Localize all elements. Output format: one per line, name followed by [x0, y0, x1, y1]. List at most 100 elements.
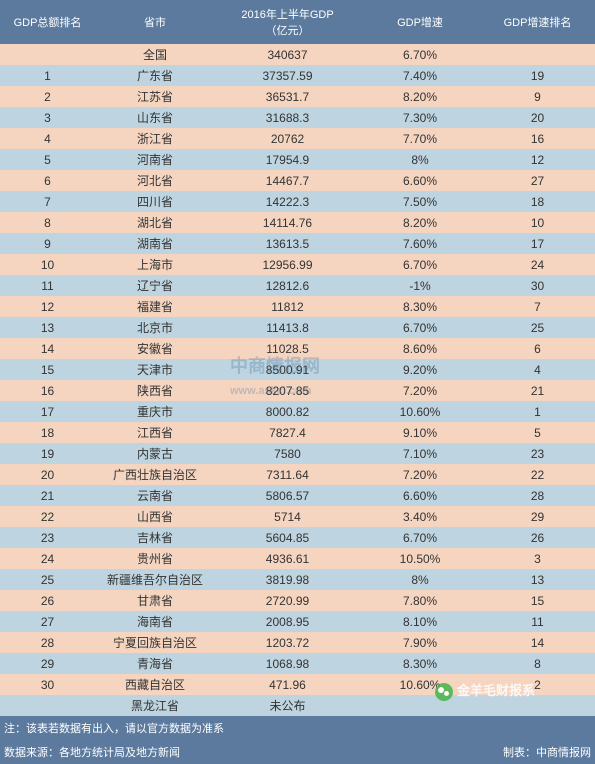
- table-row: 8湖北省14114.768.20%10: [0, 212, 595, 233]
- table-row: 11辽宁省12812.6-1%30: [0, 275, 595, 296]
- cell-growth: 7.20%: [360, 380, 480, 401]
- cell-rank_gdp: 11: [0, 275, 95, 296]
- table-row: 25新疆维吾尔自治区3819.988%13: [0, 569, 595, 590]
- cell-gdp: 11413.8: [215, 317, 360, 338]
- cell-province: 广东省: [95, 65, 215, 86]
- cell-rank_growth: 3: [480, 548, 595, 569]
- cell-province: 天津市: [95, 359, 215, 380]
- cell-rank_growth: 25: [480, 317, 595, 338]
- col-province: 省市: [95, 0, 215, 44]
- wechat-icon: [435, 683, 453, 701]
- cell-gdp: 1068.98: [215, 653, 360, 674]
- cell-rank_gdp: 27: [0, 611, 95, 632]
- table-row: 6河北省14467.76.60%27: [0, 170, 595, 191]
- cell-gdp: 8207.85: [215, 380, 360, 401]
- cell-rank_gdp: 18: [0, 422, 95, 443]
- cell-province: 北京市: [95, 317, 215, 338]
- cell-gdp: 未公布: [215, 695, 360, 716]
- table-row: 19内蒙古75807.10%23: [0, 443, 595, 464]
- table-row: 全国3406376.70%: [0, 44, 595, 65]
- cell-province: 重庆市: [95, 401, 215, 422]
- cell-growth: 10.50%: [360, 548, 480, 569]
- cell-growth: 6.60%: [360, 170, 480, 191]
- cell-rank_gdp: 1: [0, 65, 95, 86]
- cell-rank_growth: 28: [480, 485, 595, 506]
- cell-rank_gdp: 16: [0, 380, 95, 401]
- table-row: 18江西省7827.49.10%5: [0, 422, 595, 443]
- cell-gdp: 14114.76: [215, 212, 360, 233]
- cell-rank_gdp: 2: [0, 86, 95, 107]
- cell-growth: 10.60%: [360, 401, 480, 422]
- cell-province: 新疆维吾尔自治区: [95, 569, 215, 590]
- cell-rank_growth: 12: [480, 149, 595, 170]
- cell-rank_growth: 8: [480, 653, 595, 674]
- table-row: 17重庆市8000.8210.60%1: [0, 401, 595, 422]
- table-row: 16陕西省8207.857.20%21: [0, 380, 595, 401]
- cell-province: 湖北省: [95, 212, 215, 233]
- cell-rank_growth: 24: [480, 254, 595, 275]
- cell-growth: 7.60%: [360, 233, 480, 254]
- cell-growth: 8.20%: [360, 86, 480, 107]
- cell-growth: 8%: [360, 569, 480, 590]
- cell-gdp: 3819.98: [215, 569, 360, 590]
- cell-rank_growth: 19: [480, 65, 595, 86]
- cell-gdp: 14467.7: [215, 170, 360, 191]
- cell-rank_gdp: [0, 695, 95, 716]
- cell-rank_gdp: 23: [0, 527, 95, 548]
- cell-gdp: 2720.99: [215, 590, 360, 611]
- table-row: 4浙江省207627.70%16: [0, 128, 595, 149]
- cell-rank_growth: 22: [480, 464, 595, 485]
- cell-gdp: 8000.82: [215, 401, 360, 422]
- cell-gdp: 4936.61: [215, 548, 360, 569]
- table-row: 7四川省14222.37.50%18: [0, 191, 595, 212]
- cell-rank_growth: 10: [480, 212, 595, 233]
- cell-rank_growth: 1: [480, 401, 595, 422]
- cell-rank_gdp: 22: [0, 506, 95, 527]
- cell-province: 贵州省: [95, 548, 215, 569]
- cell-growth: 7.80%: [360, 590, 480, 611]
- gdp-table: GDP总额排名 省市 2016年上半年GDP （亿元） GDP增速 GDP增速排…: [0, 0, 595, 764]
- table-row: 2江苏省36531.78.20%9: [0, 86, 595, 107]
- cell-rank_growth: 13: [480, 569, 595, 590]
- cell-growth: 6.70%: [360, 527, 480, 548]
- table-container: GDP总额排名 省市 2016年上半年GDP （亿元） GDP增速 GDP增速排…: [0, 0, 595, 764]
- cell-growth: 6.70%: [360, 254, 480, 275]
- cell-rank_gdp: 19: [0, 443, 95, 464]
- cell-rank_gdp: 15: [0, 359, 95, 380]
- cell-growth: 8.10%: [360, 611, 480, 632]
- cell-rank_growth: 29: [480, 506, 595, 527]
- cell-growth: 8%: [360, 149, 480, 170]
- cell-province: 海南省: [95, 611, 215, 632]
- table-row: 12福建省118128.30%7: [0, 296, 595, 317]
- cell-gdp: 14222.3: [215, 191, 360, 212]
- cell-growth: 8.60%: [360, 338, 480, 359]
- cell-province: 西藏自治区: [95, 674, 215, 695]
- cell-rank_growth: 7: [480, 296, 595, 317]
- cell-province: 全国: [95, 44, 215, 65]
- cell-rank_growth: 4: [480, 359, 595, 380]
- cell-rank_gdp: 28: [0, 632, 95, 653]
- cell-rank_growth: 9: [480, 86, 595, 107]
- cell-rank_gdp: 9: [0, 233, 95, 254]
- cell-rank_gdp: 26: [0, 590, 95, 611]
- cell-growth: 9.20%: [360, 359, 480, 380]
- cell-rank_growth: 26: [480, 527, 595, 548]
- footer-maker: 制表：中商情报网: [360, 740, 595, 764]
- cell-province: 内蒙古: [95, 443, 215, 464]
- cell-gdp: 11812: [215, 296, 360, 317]
- cell-gdp: 7311.64: [215, 464, 360, 485]
- cell-growth: 6.70%: [360, 44, 480, 65]
- cell-rank_gdp: 24: [0, 548, 95, 569]
- cell-rank_gdp: 30: [0, 674, 95, 695]
- col-rank-growth: GDP增速排名: [480, 0, 595, 44]
- cell-gdp: 2008.95: [215, 611, 360, 632]
- cell-rank_gdp: 8: [0, 212, 95, 233]
- cell-gdp: 36531.7: [215, 86, 360, 107]
- cell-gdp: 7827.4: [215, 422, 360, 443]
- cell-rank_gdp: 4: [0, 128, 95, 149]
- table-row: 24贵州省4936.6110.50%3: [0, 548, 595, 569]
- cell-gdp: 11028.5: [215, 338, 360, 359]
- cell-rank_gdp: 10: [0, 254, 95, 275]
- table-row: 10上海市12956.996.70%24: [0, 254, 595, 275]
- table-row: 22山西省57143.40%29: [0, 506, 595, 527]
